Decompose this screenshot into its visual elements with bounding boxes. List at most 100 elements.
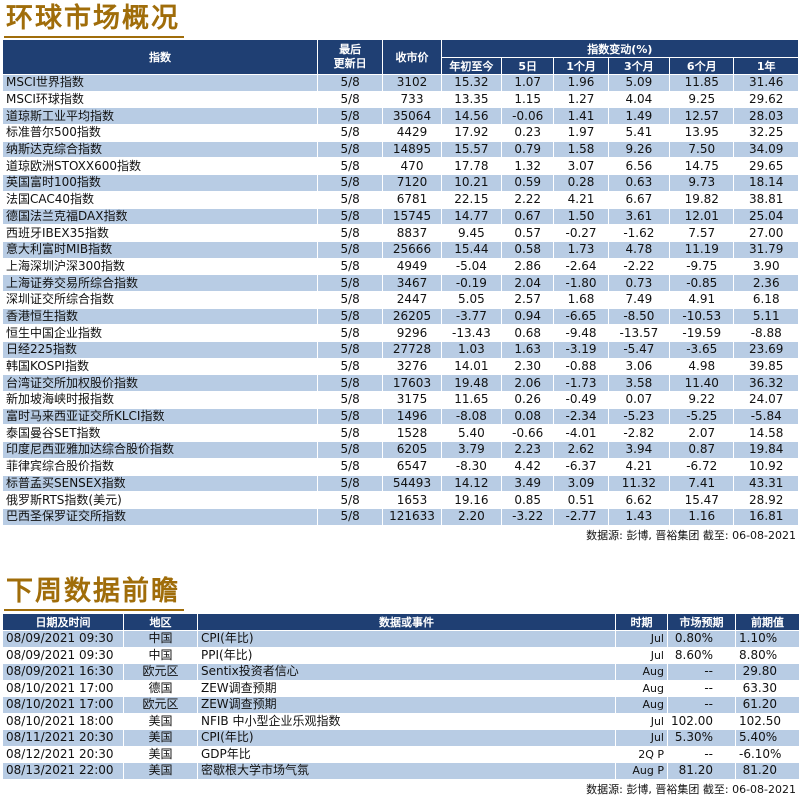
5d-change-cell: 0.58: [501, 240, 555, 259]
ytd-change-cell: 13.35: [440, 90, 503, 109]
table-row: 08/11/2021 20:30 美国 CPI(年比) Jul 5.30% 5.40%: [2, 729, 800, 747]
header-previous: 前期值: [735, 613, 800, 631]
1m-change-cell: -4.01: [553, 424, 609, 443]
event-cell: Sentix投资者信心: [197, 663, 616, 681]
index-name-cell: 标普孟买SENSEX指数: [2, 474, 318, 493]
last-update-cell: 5/8: [316, 74, 384, 92]
forecast-cell: 81.20: [667, 762, 736, 780]
previous-cell: 8.80%: [735, 646, 800, 664]
header-period: 时期: [615, 613, 668, 631]
period-cell: 2Q P: [615, 745, 668, 763]
1y-change-cell: 23.69: [733, 341, 799, 359]
header-1y: 1年: [733, 57, 799, 75]
index-name-cell: 印度尼西亚雅加达综合股价指数: [2, 441, 318, 459]
1m-change-cell: 4.21: [553, 190, 609, 209]
calendar-source-note: 数据源: 彭博, 晋裕集团 截至: 06-08-2021: [586, 783, 796, 796]
close-price-cell: 9296: [382, 324, 442, 342]
region-cell: 美国: [123, 745, 198, 763]
index-name-cell: 法国CAC40指数: [2, 190, 318, 209]
region-cell: 中国: [123, 646, 198, 664]
table-row: 泰国曼谷SET指数 5/8 1528 5.40 -0.66 -4.01 -2.82 2.07 1…: [2, 424, 799, 443]
index-name-cell: 恒生中国企业指数: [2, 324, 318, 342]
event-cell: CPI(年比): [197, 729, 616, 747]
1y-change-cell: 38.81: [733, 190, 799, 209]
close-price-cell: 54493: [382, 474, 442, 493]
close-price-cell: 470: [382, 157, 442, 176]
close-price-cell: 3102: [382, 74, 442, 92]
6m-change-cell: 4.98: [669, 357, 735, 376]
1y-change-cell: 2.36: [733, 274, 799, 292]
index-name-cell: 英国富时100指数: [2, 174, 318, 192]
5d-change-cell: 0.94: [501, 307, 555, 326]
3m-change-cell: 3.58: [607, 374, 671, 393]
3m-change-cell: 4.21: [607, 457, 671, 476]
6m-change-cell: 7.57: [669, 224, 735, 242]
table-row: 标准普尔500指数 5/8 4429 17.92 0.23 1.97 5.41 13.95 32…: [2, 124, 799, 142]
close-price-cell: 2447: [382, 290, 442, 309]
5d-change-cell: 3.49: [501, 474, 555, 493]
header-1m: 1个月: [553, 57, 609, 75]
5d-change-cell: 0.67: [501, 207, 555, 226]
6m-change-cell: 7.50: [669, 140, 735, 159]
1y-change-cell: -5.84: [733, 407, 799, 426]
1y-change-cell: 36.32: [733, 374, 799, 393]
6m-change-cell: 14.75: [669, 157, 735, 176]
close-price-cell: 121633: [382, 507, 442, 526]
index-name-cell: 标准普尔500指数: [2, 124, 318, 142]
3m-change-cell: 9.26: [607, 140, 671, 159]
last-update-cell: 5/8: [316, 424, 384, 443]
datetime-cell: 08/09/2021 16:30: [2, 663, 124, 681]
index-name-cell: 纳斯达克综合指数: [2, 140, 318, 159]
5d-change-cell: 2.23: [501, 441, 555, 459]
table-row: 巴西圣保罗证交所指数 5/8 121633 2.20 -3.22 -2.77 1.43 1.1…: [2, 507, 799, 526]
table-row: 新加坡海峡时报指数 5/8 3175 11.65 0.26 -0.49 0.07 9.22 24…: [2, 391, 799, 409]
5d-change-cell: 2.86: [501, 257, 555, 276]
forecast-cell: --: [667, 679, 736, 697]
section-title-next-week: 下周数据前瞻: [6, 576, 180, 607]
5d-change-cell: 1.32: [501, 157, 555, 176]
6m-change-cell: 9.25: [669, 90, 735, 109]
last-update-cell: 5/8: [316, 374, 384, 393]
table-row: 韩国KOSPI指数 5/8 3276 14.01 2.30 -0.88 3.06 4.98 39…: [2, 357, 799, 376]
period-cell: Jul: [615, 729, 668, 747]
header-datetime: 日期及时间: [2, 613, 124, 631]
index-name-cell: 道琼欧洲STOXX600指数: [2, 157, 318, 176]
3m-change-cell: -2.82: [607, 424, 671, 443]
ytd-change-cell: -8.08: [440, 407, 503, 426]
1m-change-cell: 1.50: [553, 207, 609, 226]
index-name-cell: 意大利富时MIB指数: [2, 240, 318, 259]
1m-change-cell: 0.51: [553, 491, 609, 509]
1y-change-cell: 43.31: [733, 474, 799, 493]
ytd-change-cell: 14.01: [440, 357, 503, 376]
5d-change-cell: 0.79: [501, 140, 555, 159]
1m-change-cell: -1.80: [553, 274, 609, 292]
1y-change-cell: 6.18: [733, 290, 799, 309]
close-price-cell: 14895: [382, 140, 442, 159]
6m-change-cell: 1.16: [669, 507, 735, 526]
index-name-cell: 日经225指数: [2, 341, 318, 359]
table-row: 上海证券交易所综合指数 5/8 3467 -0.19 2.04 -1.80 0.73 -0.8…: [2, 274, 799, 292]
1y-change-cell: 25.04: [733, 207, 799, 226]
previous-cell: -6.10%: [735, 745, 800, 763]
header-5d: 5日: [501, 57, 555, 75]
ytd-change-cell: 17.78: [440, 157, 503, 176]
3m-change-cell: 6.67: [607, 190, 671, 209]
1m-change-cell: 0.28: [553, 174, 609, 192]
1y-change-cell: 14.58: [733, 424, 799, 443]
5d-change-cell: 2.30: [501, 357, 555, 376]
table-row: 08/12/2021 20:30 美国 GDP年比 2Q P -- -6.10%: [2, 745, 800, 763]
6m-change-cell: -3.65: [669, 341, 735, 359]
1m-change-cell: 3.07: [553, 157, 609, 176]
index-name-cell: 西班牙IBEX35指数: [2, 224, 318, 242]
3m-change-cell: 3.61: [607, 207, 671, 226]
index-name-cell: 香港恒生指数: [2, 307, 318, 326]
table-row: 德国法兰克福DAX指数 5/8 15745 14.77 0.67 1.50 3.61 12.0…: [2, 207, 799, 226]
1y-change-cell: 19.84: [733, 441, 799, 459]
5d-change-cell: 2.22: [501, 190, 555, 209]
period-cell: Jul: [615, 630, 668, 648]
6m-change-cell: 13.95: [669, 124, 735, 142]
6m-change-cell: -6.72: [669, 457, 735, 476]
last-update-cell: 5/8: [316, 107, 384, 126]
index-name-cell: 菲律宾综合股价指数: [2, 457, 318, 476]
1y-change-cell: 31.46: [733, 74, 799, 92]
